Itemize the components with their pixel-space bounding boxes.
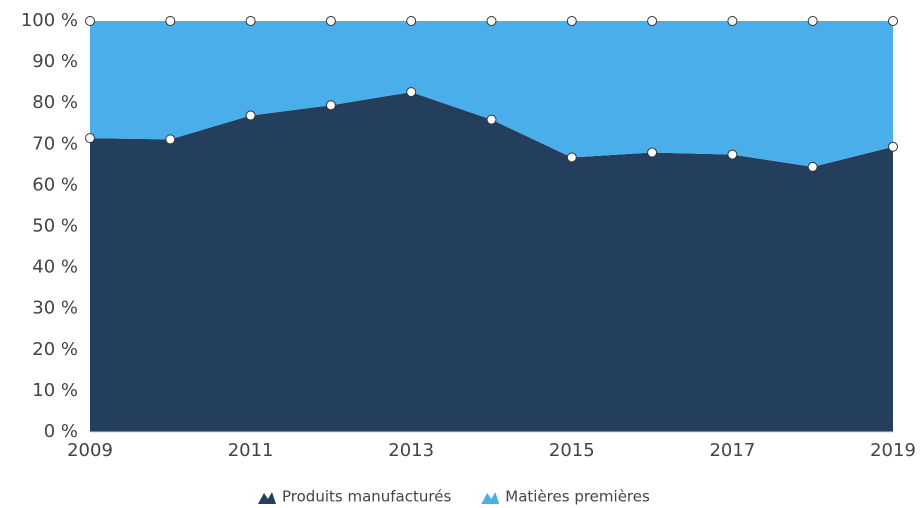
y-tick-label: 80 % [32, 92, 78, 113]
marker [566, 152, 577, 163]
x-tick-label: 2015 [549, 440, 595, 461]
marker [325, 16, 336, 26]
y-tick-label: 70 % [32, 133, 78, 154]
marker [727, 16, 738, 26]
marker [325, 100, 336, 111]
marker [165, 16, 176, 26]
marker [486, 114, 497, 125]
y-tick-label: 60 % [32, 174, 78, 195]
y-tick-label: 10 % [32, 380, 78, 401]
x-tick-label: 2019 [870, 440, 916, 461]
x-tick-label: 2011 [228, 440, 274, 461]
area [90, 21, 893, 167]
y-tick-label: 50 % [32, 216, 78, 237]
marker [647, 147, 658, 158]
marker [566, 16, 577, 26]
y-tick-label: 90 % [32, 51, 78, 72]
y-tick-label: 20 % [32, 339, 78, 360]
marker [245, 110, 256, 121]
marker [165, 134, 176, 145]
x-tick-label: 2013 [388, 440, 434, 461]
marker [647, 16, 658, 26]
y-tick-label: 40 % [32, 257, 78, 278]
marker [406, 87, 417, 98]
legend-icon [481, 492, 500, 504]
y-tick-label: 30 % [32, 298, 78, 319]
area [90, 92, 893, 432]
legend-icon [258, 492, 276, 504]
marker [486, 16, 497, 26]
y-tick-label: 0 % [44, 421, 78, 442]
marker [888, 141, 898, 152]
marker [406, 16, 417, 26]
marker [85, 16, 95, 26]
marker [245, 16, 256, 26]
marker [85, 133, 95, 144]
y-tick-label: 100 % [21, 10, 78, 31]
marker [807, 16, 818, 26]
marker [727, 149, 738, 160]
marker [807, 161, 818, 172]
legend-label: Matières premières [505, 488, 650, 506]
x-tick-label: 2017 [709, 440, 755, 461]
x-tick-label: 2009 [67, 440, 113, 461]
legend-label: Produits manufacturés [282, 488, 451, 506]
marker [888, 16, 898, 26]
